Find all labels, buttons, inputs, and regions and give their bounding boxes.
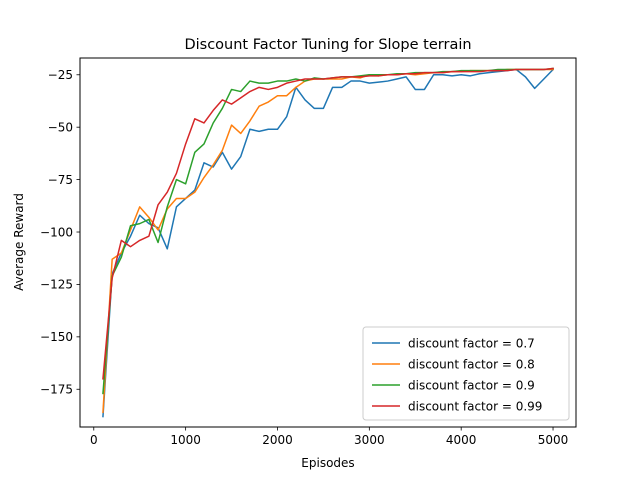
- series-line-0: [102, 68, 555, 418]
- x-axis-title: Episodes: [301, 456, 354, 470]
- y-tick-label: −50: [48, 120, 73, 134]
- y-tick-label: −75: [48, 173, 73, 187]
- legend-label-3: discount factor = 0.99: [408, 400, 542, 414]
- y-tick-label: −100: [40, 225, 73, 239]
- axes-frame: [79, 57, 577, 428]
- legend-label-1: discount factor = 0.8: [408, 358, 535, 372]
- legend-label-2: discount factor = 0.9: [408, 379, 535, 393]
- plot-area: [102, 67, 555, 418]
- series-line-3: [102, 67, 554, 380]
- x-tick-label: 5000: [538, 433, 569, 447]
- y-tick-label: −25: [48, 68, 73, 82]
- legend: discount factor = 0.7 discount factor = 0…: [362, 326, 570, 421]
- y-tick-label: −150: [40, 330, 73, 344]
- y-tick-label: −125: [40, 278, 73, 292]
- x-tick-label: 3000: [354, 433, 385, 447]
- y-axis-title: Average Reward: [12, 193, 26, 291]
- legend-box: [362, 326, 570, 421]
- x-tick-label: 4000: [446, 433, 477, 447]
- x-tick-label: 1000: [170, 433, 201, 447]
- x-tick-label: 2000: [262, 433, 293, 447]
- y-tick-label: −175: [40, 383, 73, 397]
- chart-title: Discount Factor Tuning for Slope terrain: [184, 37, 471, 53]
- x-tick-label: 0: [90, 433, 98, 447]
- legend-label-0: discount factor = 0.7: [408, 337, 535, 351]
- axes: 0 1000 2000 3000 4000 5000 −175 −150 −125 −100 −75…: [40, 68, 568, 447]
